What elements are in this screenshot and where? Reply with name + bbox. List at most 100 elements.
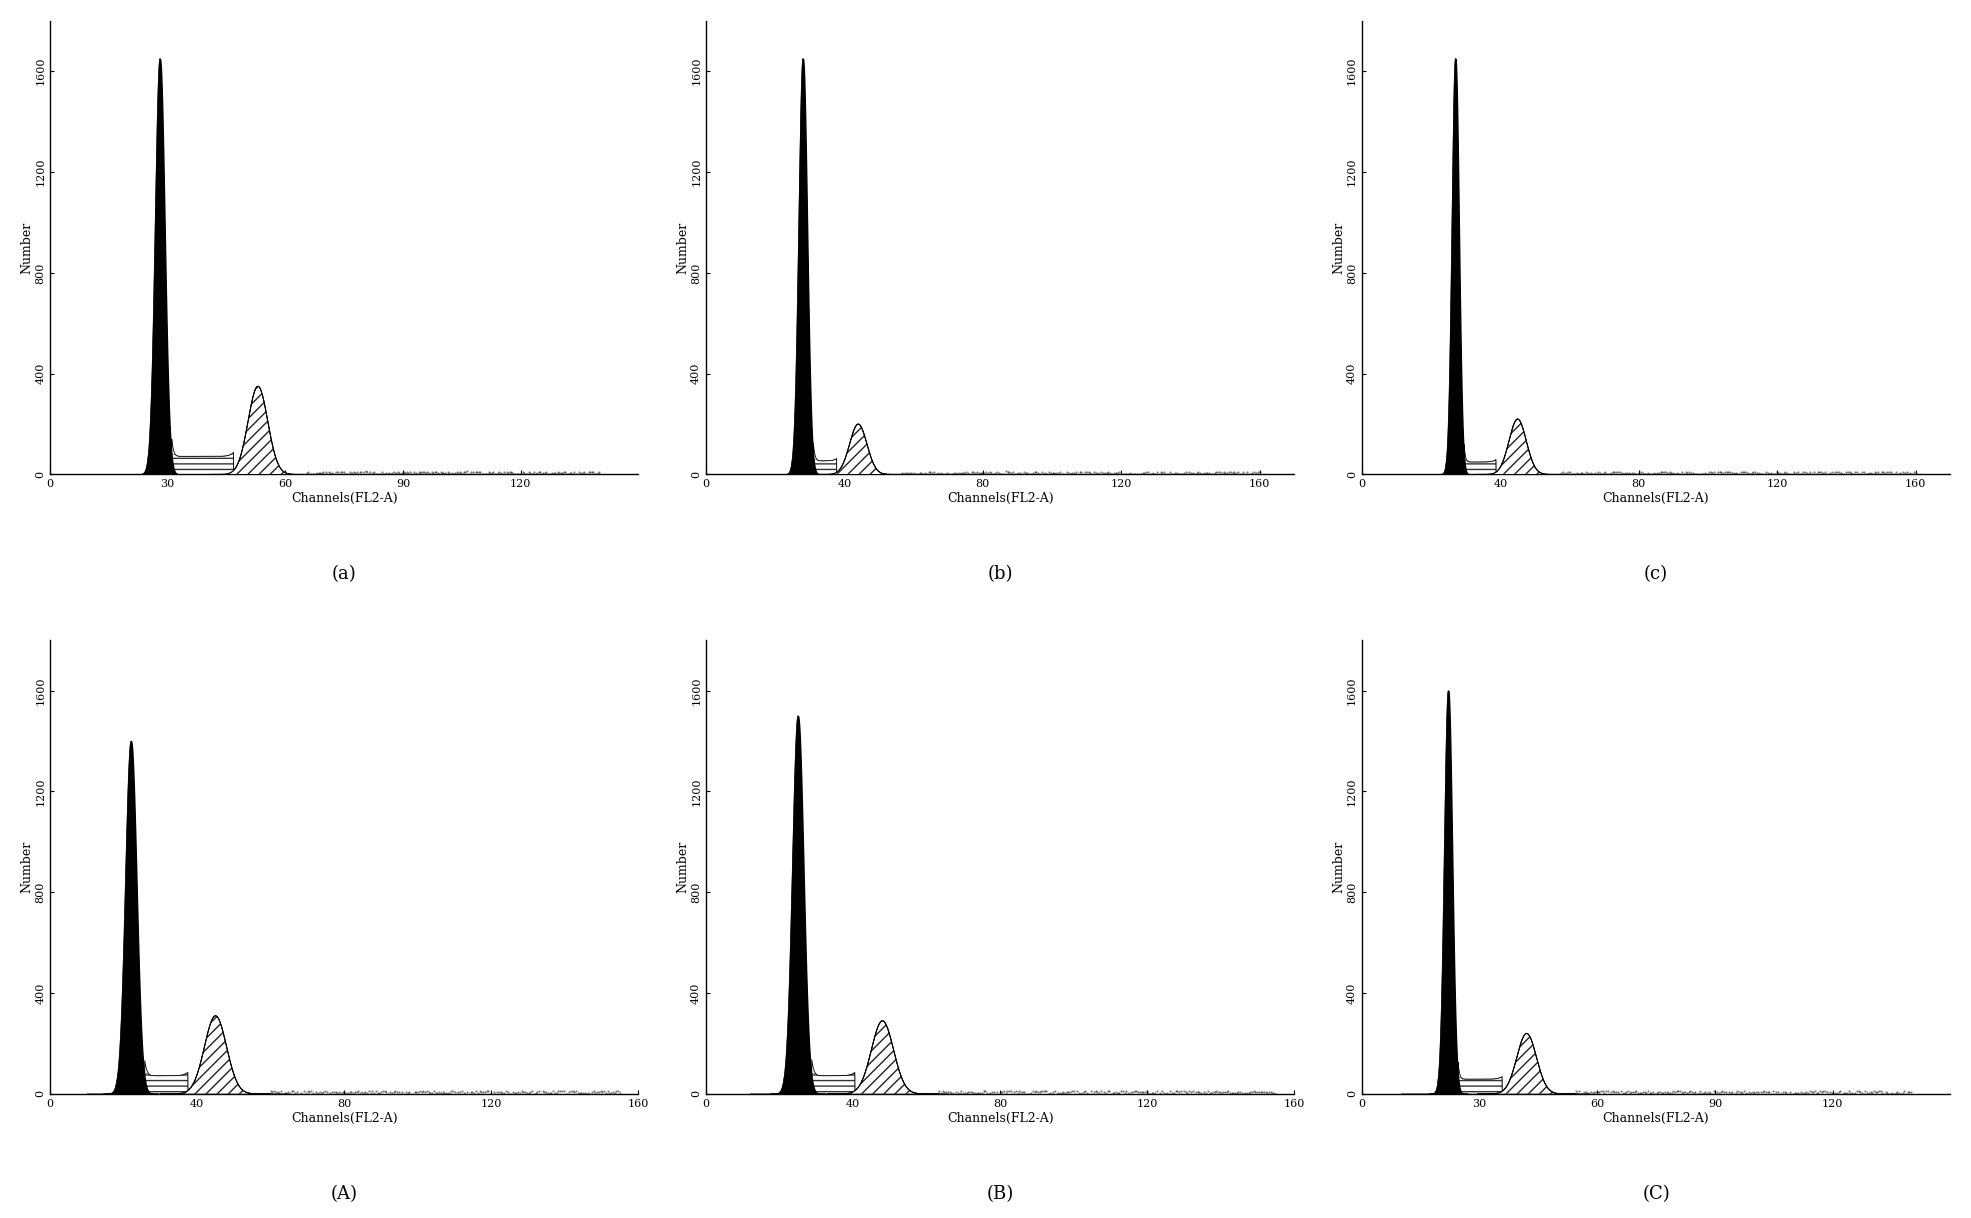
Point [1839,1084,1870,1104]
Point [1764,463,1796,482]
Point [1691,464,1723,484]
Point [1620,1082,1652,1101]
Y-axis label: Number: Number [676,840,690,893]
Point [901,464,932,484]
Point [1870,462,1902,481]
Point [564,1084,595,1104]
Point [347,465,378,485]
Point [1078,1083,1110,1102]
Point [374,1083,406,1102]
Point [889,463,920,482]
Point [1573,1083,1604,1102]
Point [1121,1082,1153,1101]
Point [1786,1082,1817,1101]
Point [347,1083,378,1102]
Point [1857,1083,1888,1102]
Point [1664,464,1695,484]
Point [948,464,980,484]
Point [1145,1083,1177,1102]
Point [1892,1083,1924,1102]
Point [1638,463,1669,482]
Point [1604,462,1636,481]
Point [956,1083,987,1102]
Point [974,462,1005,481]
Point [1630,1083,1662,1102]
Point [424,1083,455,1102]
Point [268,1084,300,1104]
Point [530,1082,562,1101]
Point [518,463,550,482]
Point [313,463,345,482]
Point [1900,463,1932,482]
Point [1035,464,1066,484]
Point [1687,1084,1719,1104]
Point [583,1083,615,1102]
Point [388,1084,420,1104]
Point [1841,1082,1872,1101]
Point [422,463,453,482]
Point [408,463,440,482]
Point [1654,1084,1685,1104]
Point [1218,462,1250,481]
Point [489,464,520,484]
Point [1238,462,1269,481]
Point [1240,463,1271,482]
Point [1153,464,1185,484]
Point [1825,464,1857,484]
Point [1025,465,1056,485]
Point [899,463,930,482]
Point [1865,464,1896,484]
Point [552,464,583,484]
Point [1084,1082,1116,1101]
Point [966,1084,997,1104]
Point [459,1083,491,1102]
Point [1729,462,1760,481]
Point [1047,1084,1078,1104]
Point [1731,462,1762,481]
Point [956,463,987,482]
Point [373,1084,404,1104]
Point [966,463,997,482]
Point [1102,463,1133,482]
Point [1612,464,1644,484]
Point [445,1082,477,1101]
Point [327,462,359,481]
Point [1754,464,1786,484]
Point [1165,464,1196,484]
Point [1803,462,1835,481]
Point [1606,1083,1638,1102]
Point [1194,464,1226,484]
Point [581,463,613,482]
Point [313,1084,345,1104]
Point [570,462,601,481]
Point [1561,1083,1593,1102]
X-axis label: Channels(FL2-A): Channels(FL2-A) [292,1112,398,1124]
Point [601,1082,633,1101]
Point [548,463,579,482]
Point [371,463,402,482]
Point [1080,1082,1112,1101]
Point [1053,463,1084,482]
Point [355,463,386,482]
Point [1813,464,1845,484]
Point [1569,464,1600,484]
Point [1733,463,1764,482]
Point [556,1082,587,1101]
Point [471,1082,503,1101]
Point [1116,1083,1147,1102]
Point [1577,464,1608,484]
Point [1626,1083,1658,1102]
Point [266,1082,298,1101]
Point [394,462,426,481]
Point [309,464,341,484]
Text: (B): (B) [987,1185,1013,1202]
Y-axis label: Number: Number [676,222,690,274]
Point [516,1082,548,1101]
Point [1151,464,1183,484]
Point [1616,1082,1648,1101]
Point [453,464,485,484]
Point [1863,1082,1894,1101]
Point [284,1083,315,1102]
Point [1632,463,1664,482]
Point [1206,463,1238,482]
